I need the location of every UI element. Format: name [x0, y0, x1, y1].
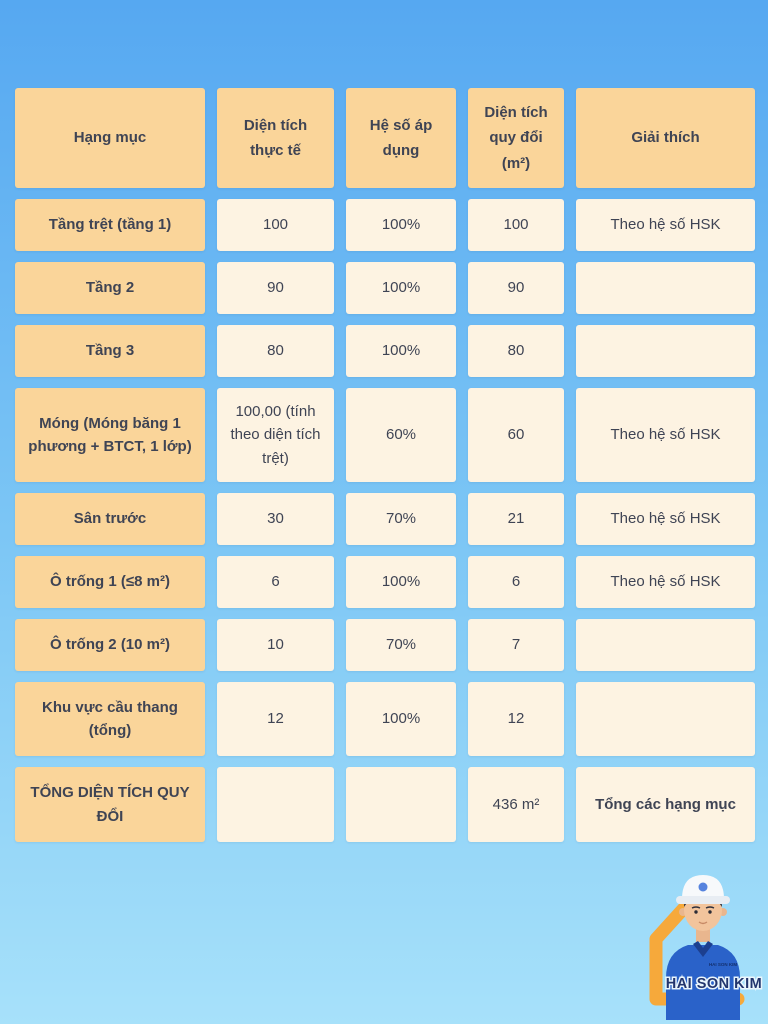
row-5-coefficient: 100%: [346, 556, 456, 608]
row-3-label: Móng (Móng băng 1 phương + BTCT, 1 lớp): [15, 388, 205, 482]
row-5-actual-area: 6: [217, 556, 334, 608]
brand-name: HAI SON KIM: [666, 976, 763, 992]
row-1-actual-area: 90: [217, 262, 334, 314]
column-header-label: Hạng mục: [15, 88, 205, 188]
row-8-coefficient: [346, 767, 456, 842]
row-1-converted-area: 90: [468, 262, 564, 314]
helmet-emblem: [698, 882, 708, 892]
row-3-coefficient: 60%: [346, 388, 456, 482]
mouth: [698, 921, 708, 925]
row-7-actual-area: 12: [217, 682, 334, 756]
collar: [693, 941, 713, 957]
row-0-label: Tầng trệt (tầng 1): [15, 199, 205, 251]
row-0-coefficient: 100%: [346, 199, 456, 251]
row-8-actual-area: [217, 767, 334, 842]
company-logo: HAI SON KIM HAI SON KIM: [610, 860, 768, 1024]
row-0-actual-area: 100: [217, 199, 334, 251]
row-8-label: TỔNG DIỆN TÍCH QUY ĐỔI: [15, 767, 205, 842]
row-4-label: Sân trước: [15, 493, 205, 545]
row-0-converted-area: 100: [468, 199, 564, 251]
row-3-note: Theo hệ số HSK: [576, 388, 755, 482]
row-0-note: Theo hệ số HSK: [576, 199, 755, 251]
worker-avatar: HAI SON KIM: [666, 875, 740, 1020]
chest-label: HAI SON KIM: [709, 962, 738, 967]
row-6-coefficient: 70%: [346, 619, 456, 671]
eye-right: [708, 910, 712, 914]
row-2-note: [576, 325, 755, 377]
row-4-actual-area: 30: [217, 493, 334, 545]
logo-graphic: HAI SON KIM HAI SON KIM: [649, 875, 763, 1020]
row-4-converted-area: 21: [468, 493, 564, 545]
row-7-label: Khu vực cầu thang (tổng): [15, 682, 205, 756]
row-5-converted-area: 6: [468, 556, 564, 608]
row-6-actual-area: 10: [217, 619, 334, 671]
row-1-coefficient: 100%: [346, 262, 456, 314]
row-2-label: Tầng 3: [15, 325, 205, 377]
row-6-converted-area: 7: [468, 619, 564, 671]
row-2-actual-area: 80: [217, 325, 334, 377]
column-header-actual-area: Diện tích thực tế: [217, 88, 334, 188]
row-3-actual-area: 100,00 (tính theo diện tích trệt): [217, 388, 334, 482]
hard-hat-brim: [676, 896, 730, 904]
area-table: Hạng mục Diện tích thực tế Hệ số áp dụng Di…: [15, 88, 755, 842]
row-4-note: Theo hệ số HSK: [576, 493, 755, 545]
row-2-converted-area: 80: [468, 325, 564, 377]
eye-left: [694, 910, 698, 914]
row-5-label: Ô trống 1 (≤8 m²): [15, 556, 205, 608]
column-header-converted-area: Diện tích quy đổi (m²): [468, 88, 564, 188]
polo-shirt: [666, 945, 740, 1020]
row-7-coefficient: 100%: [346, 682, 456, 756]
brow-right: [705, 906, 715, 909]
row-8-note: Tổng các hạng mục: [576, 767, 755, 842]
column-header-coefficient: Hệ số áp dụng: [346, 88, 456, 188]
row-6-note: [576, 619, 755, 671]
row-3-converted-area: 60: [468, 388, 564, 482]
row-5-note: Theo hệ số HSK: [576, 556, 755, 608]
row-1-note: [576, 262, 755, 314]
row-8-converted-area: 436 m²: [468, 767, 564, 842]
row-6-label: Ô trống 2 (10 m²): [15, 619, 205, 671]
row-7-note: [576, 682, 755, 756]
row-4-coefficient: 70%: [346, 493, 456, 545]
row-1-label: Tầng 2: [15, 262, 205, 314]
brow-left: [691, 906, 701, 909]
row-2-coefficient: 100%: [346, 325, 456, 377]
row-7-converted-area: 12: [468, 682, 564, 756]
column-header-note: Giải thích: [576, 88, 755, 188]
